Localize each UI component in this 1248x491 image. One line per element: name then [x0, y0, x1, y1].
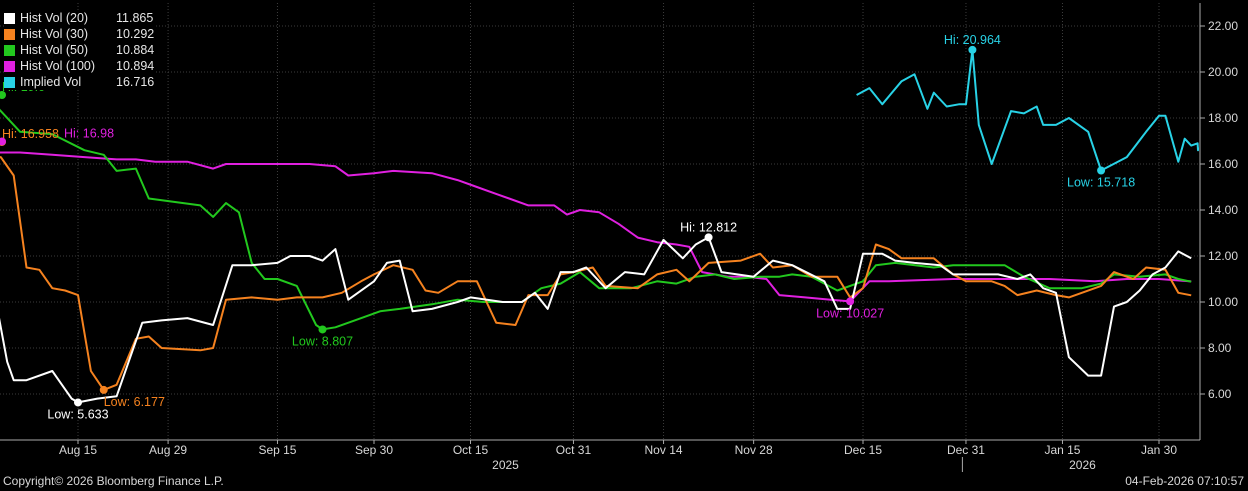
- y-tick-label: 16.00: [1208, 157, 1238, 171]
- legend-series-value: 10.884: [116, 43, 155, 57]
- annotation-marker: [0, 91, 6, 99]
- x-tick-label: Jan 30: [1141, 443, 1177, 457]
- x-tick-label: Oct 31: [556, 443, 592, 457]
- series-line: [0, 156, 1192, 391]
- y-tick-label: 22.00: [1208, 19, 1238, 33]
- annotation-marker: [704, 233, 713, 242]
- x-tick-label: Nov 28: [735, 443, 773, 457]
- y-tick-label: 10.00: [1208, 295, 1238, 309]
- x-tick-label: Aug 29: [149, 443, 187, 457]
- legend-series-value: 10.894: [116, 59, 155, 73]
- annotation-label: Low: 15.718: [1067, 175, 1135, 189]
- legend-swatch: [4, 60, 15, 72]
- x-tick-label: Nov 14: [645, 443, 683, 457]
- timestamp-text: 04-Feb-2026 07:10:57: [1125, 474, 1244, 488]
- annotation-marker: [318, 325, 327, 334]
- legend-series-name: Hist Vol (30): [20, 27, 89, 41]
- annotation-label: Low: 5.633: [47, 407, 108, 421]
- legend-series-name: Hist Vol (20): [20, 11, 89, 25]
- annotation-label: Hi: 12.812: [680, 220, 737, 234]
- legend-item[interactable]: Hist Vol (20) 11.865: [4, 10, 154, 26]
- series-line: [0, 108, 1192, 331]
- annotation-marker: [968, 45, 977, 54]
- annotation-marker: [0, 137, 6, 146]
- annotation-marker: [1097, 166, 1106, 175]
- legend-series-name: Hist Vol (100): [20, 59, 96, 73]
- legend-series-value: 11.865: [116, 11, 154, 25]
- x-tick-label: Aug 15: [59, 443, 97, 457]
- annotation-marker: [99, 385, 108, 394]
- y-tick-label: 12.00: [1208, 249, 1238, 263]
- legend-series-value: 16.716: [116, 75, 155, 89]
- y-tick-label: 6.00: [1208, 387, 1232, 401]
- legend-swatch: [4, 76, 15, 88]
- legend-item[interactable]: Hist Vol (30) 10.292: [4, 26, 154, 42]
- legend-swatch: [4, 28, 15, 40]
- series-line: [856, 48, 1199, 172]
- legend-series-name: Implied Vol: [20, 75, 82, 89]
- legend-item[interactable]: Hist Vol (100) 10.894: [4, 58, 154, 74]
- annotation-label: Low: 6.177: [104, 395, 165, 409]
- legend: Hist Vol (20) 11.865 Hist Vol (30) 10.29…: [4, 10, 155, 90]
- y-tick-label: 14.00: [1208, 203, 1238, 217]
- x-tick-label: Sep 15: [258, 443, 296, 457]
- x-tick-label: Jan 15: [1044, 443, 1080, 457]
- legend-item[interactable]: Hist Vol (50) 10.884: [4, 42, 154, 58]
- year-label: 2025: [492, 458, 519, 472]
- annotation-marker: [74, 398, 82, 407]
- annotation-marker: [846, 297, 855, 306]
- x-tick-label: Oct 15: [453, 443, 489, 457]
- legend-series-value: 10.292: [116, 27, 155, 41]
- x-tick-label: Dec 31: [947, 443, 985, 457]
- y-tick-label: 18.00: [1208, 111, 1238, 125]
- y-tick-label: 8.00: [1208, 341, 1232, 355]
- legend-swatch: [4, 12, 15, 24]
- year-label: 2026: [1069, 458, 1096, 472]
- series-line: [0, 236, 1192, 404]
- legend-series-name: Hist Vol (50): [20, 43, 89, 57]
- copyright-text: Copyright© 2026 Bloomberg Finance L.P.: [3, 474, 224, 488]
- annotation-label: Hi: 20.964: [944, 33, 1001, 47]
- annotation-label: Hi: 16.98: [64, 126, 114, 140]
- legend-item[interactable]: Implied Vol 16.716: [4, 74, 154, 90]
- annotation-label: Hi: 16.958: [2, 127, 59, 141]
- annotation-label: Low: 8.807: [292, 334, 353, 348]
- x-tick-label: Sep 30: [355, 443, 393, 457]
- y-tick-label: 20.00: [1208, 65, 1238, 79]
- annotation-label: Low: 10.027: [816, 306, 884, 320]
- x-tick-label: Dec 15: [844, 443, 882, 457]
- legend-swatch: [4, 44, 15, 56]
